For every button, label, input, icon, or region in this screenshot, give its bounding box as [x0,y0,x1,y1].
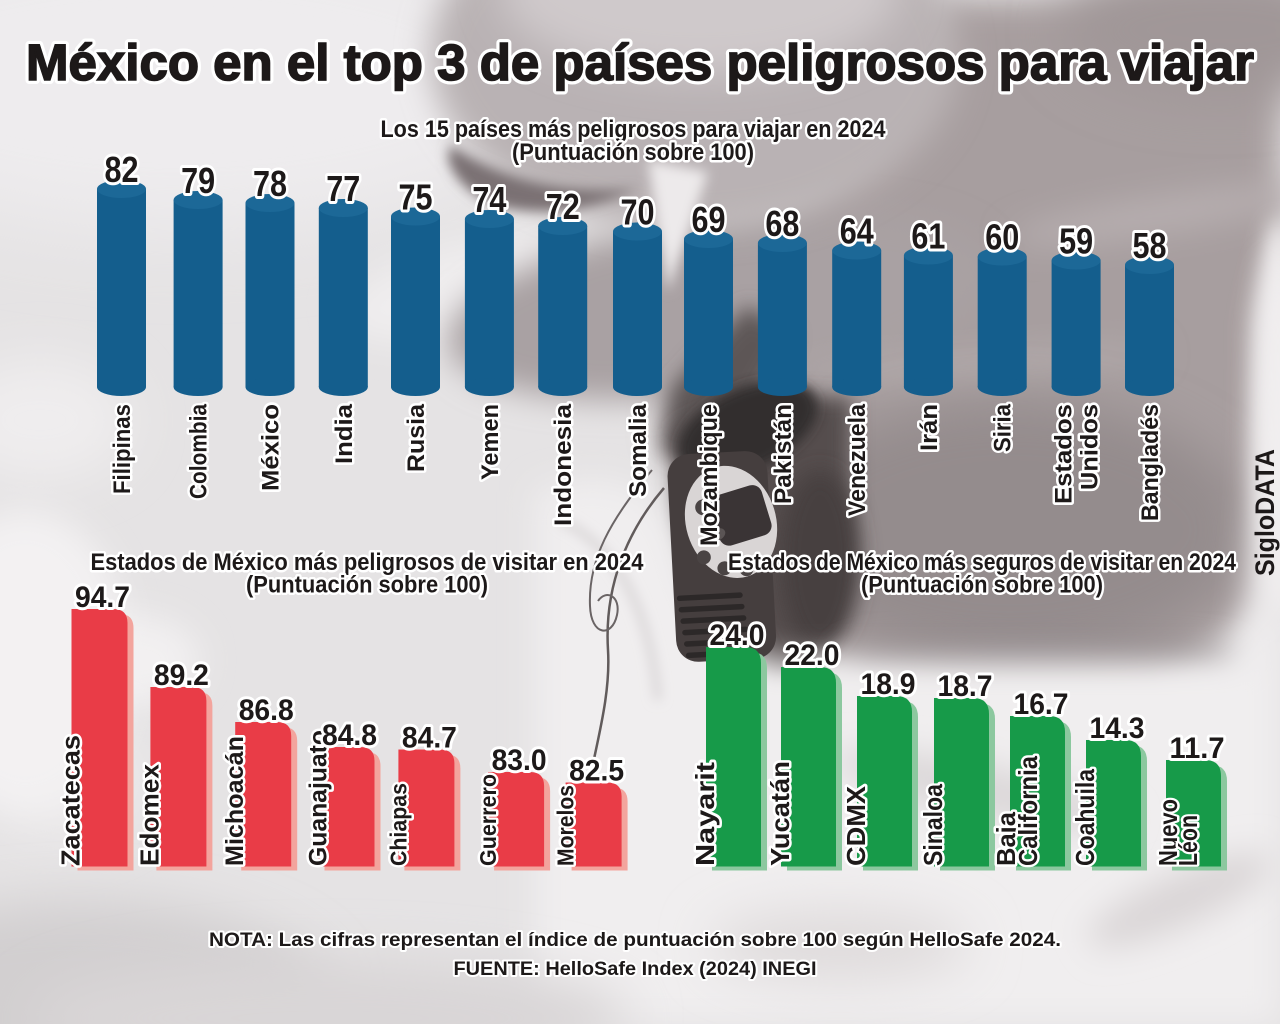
svg-text:Bangladés: Bangladés [1137,404,1164,521]
svg-text:Filipinas: Filipinas [109,404,136,494]
svg-text:Guanajuato: Guanajuato [305,730,333,866]
svg-text:18.9: 18.9 [861,668,916,701]
svg-text:Somalia: Somalia [625,403,652,497]
svg-text:Indonesia: Indonesia [550,403,577,526]
svg-text:86.8: 86.8 [239,694,294,727]
svg-text:México en el top 3 de países p: México en el top 3 de países peligrosos … [26,34,1254,91]
svg-text:Colombia: Colombia [186,403,213,499]
svg-text:Sinaloa: Sinaloa [918,784,948,866]
svg-text:Guerrero: Guerrero [475,774,501,866]
svg-text:83.0: 83.0 [492,744,547,777]
svg-text:Estados de México más peligros: Estados de México más peligrosos de visi… [91,549,645,576]
svg-text:(Puntuación sobre 100): (Puntuación sobre 100) [512,139,754,166]
svg-text:(Puntuación sobre 100): (Puntuación sobre 100) [246,572,488,599]
svg-text:Venezuela: Venezuela [844,403,871,516]
svg-text:82.5: 82.5 [569,755,624,788]
svg-text:Edomex: Edomex [134,763,164,866]
svg-text:Rusia: Rusia [403,403,430,472]
svg-text:FUENTE: HelloSafe Index (2024): FUENTE: HelloSafe Index (2024) INEGI [454,958,817,980]
svg-text:Yucatán: Yucatán [765,761,795,866]
svg-text:84.8: 84.8 [322,719,377,752]
svg-text:(Puntuación sobre 100): (Puntuación sobre 100) [861,572,1103,599]
svg-text:16.7: 16.7 [1014,688,1069,721]
svg-text:68: 68 [765,203,799,244]
svg-text:Morelos: Morelos [553,785,579,866]
svg-text:India: India [331,403,358,464]
svg-text:14.3: 14.3 [1090,712,1145,745]
svg-text:64: 64 [840,211,874,252]
svg-text:22.0: 22.0 [785,639,840,672]
svg-text:Nuevo: Nuevo [1153,799,1183,866]
svg-text:NOTA: Las cifras representan e: NOTA: Las cifras representan el índice d… [209,929,1061,951]
svg-text:Pakistán: Pakistán [770,404,797,504]
svg-text:Nayarit: Nayarit [690,762,720,866]
svg-text:México en el top 3 de países p: México en el top 3 de países peligrosos … [26,34,1254,91]
svg-text:69: 69 [692,199,726,240]
svg-text:18.7: 18.7 [938,670,993,703]
svg-text:CDMX: CDMX [841,785,871,866]
svg-text:Michoacán: Michoacán [221,736,249,866]
svg-text:94.7: 94.7 [75,581,130,614]
svg-text:Zacatecas: Zacatecas [56,735,86,866]
svg-text:Irán: Irán [916,404,943,451]
svg-text:Estados de México más seguros: Estados de México más seguros de visitar… [728,549,1237,576]
svg-text:Léon: Léon [1173,815,1203,866]
svg-text:75: 75 [399,177,433,218]
svg-text:70: 70 [621,192,655,233]
svg-text:Estados: Estados [1051,404,1078,504]
svg-text:58: 58 [1133,225,1167,266]
svg-text:89.2: 89.2 [154,659,209,692]
svg-text:79: 79 [181,160,215,201]
svg-text:California: California [1013,756,1043,866]
svg-text:Unidos: Unidos [1077,404,1104,490]
svg-text:82: 82 [105,149,139,190]
svg-text:61: 61 [911,216,945,257]
svg-text:84.7: 84.7 [402,722,457,755]
svg-text:Chiapas: Chiapas [385,783,411,866]
svg-text:59: 59 [1059,221,1093,262]
svg-text:Los 15 países más peligrosos p: Los 15 países más peligrosos para viajar… [381,116,887,143]
svg-text:77: 77 [326,168,360,209]
svg-text:Yemen: Yemen [477,404,504,480]
svg-text:78: 78 [253,163,287,204]
svg-text:Mozambique: Mozambique [696,404,723,546]
svg-text:24.0: 24.0 [710,619,765,652]
svg-text:60: 60 [985,217,1019,258]
svg-text:SigloDATA: SigloDATA [1250,449,1280,576]
svg-text:72: 72 [546,186,580,227]
svg-text:Coahuila: Coahuila [1070,769,1100,866]
svg-text:Baja: Baja [991,811,1021,866]
svg-text:México: México [258,404,285,491]
svg-text:74: 74 [472,179,506,220]
svg-text:Siria: Siria [990,403,1017,452]
svg-text:11.7: 11.7 [1170,732,1225,765]
